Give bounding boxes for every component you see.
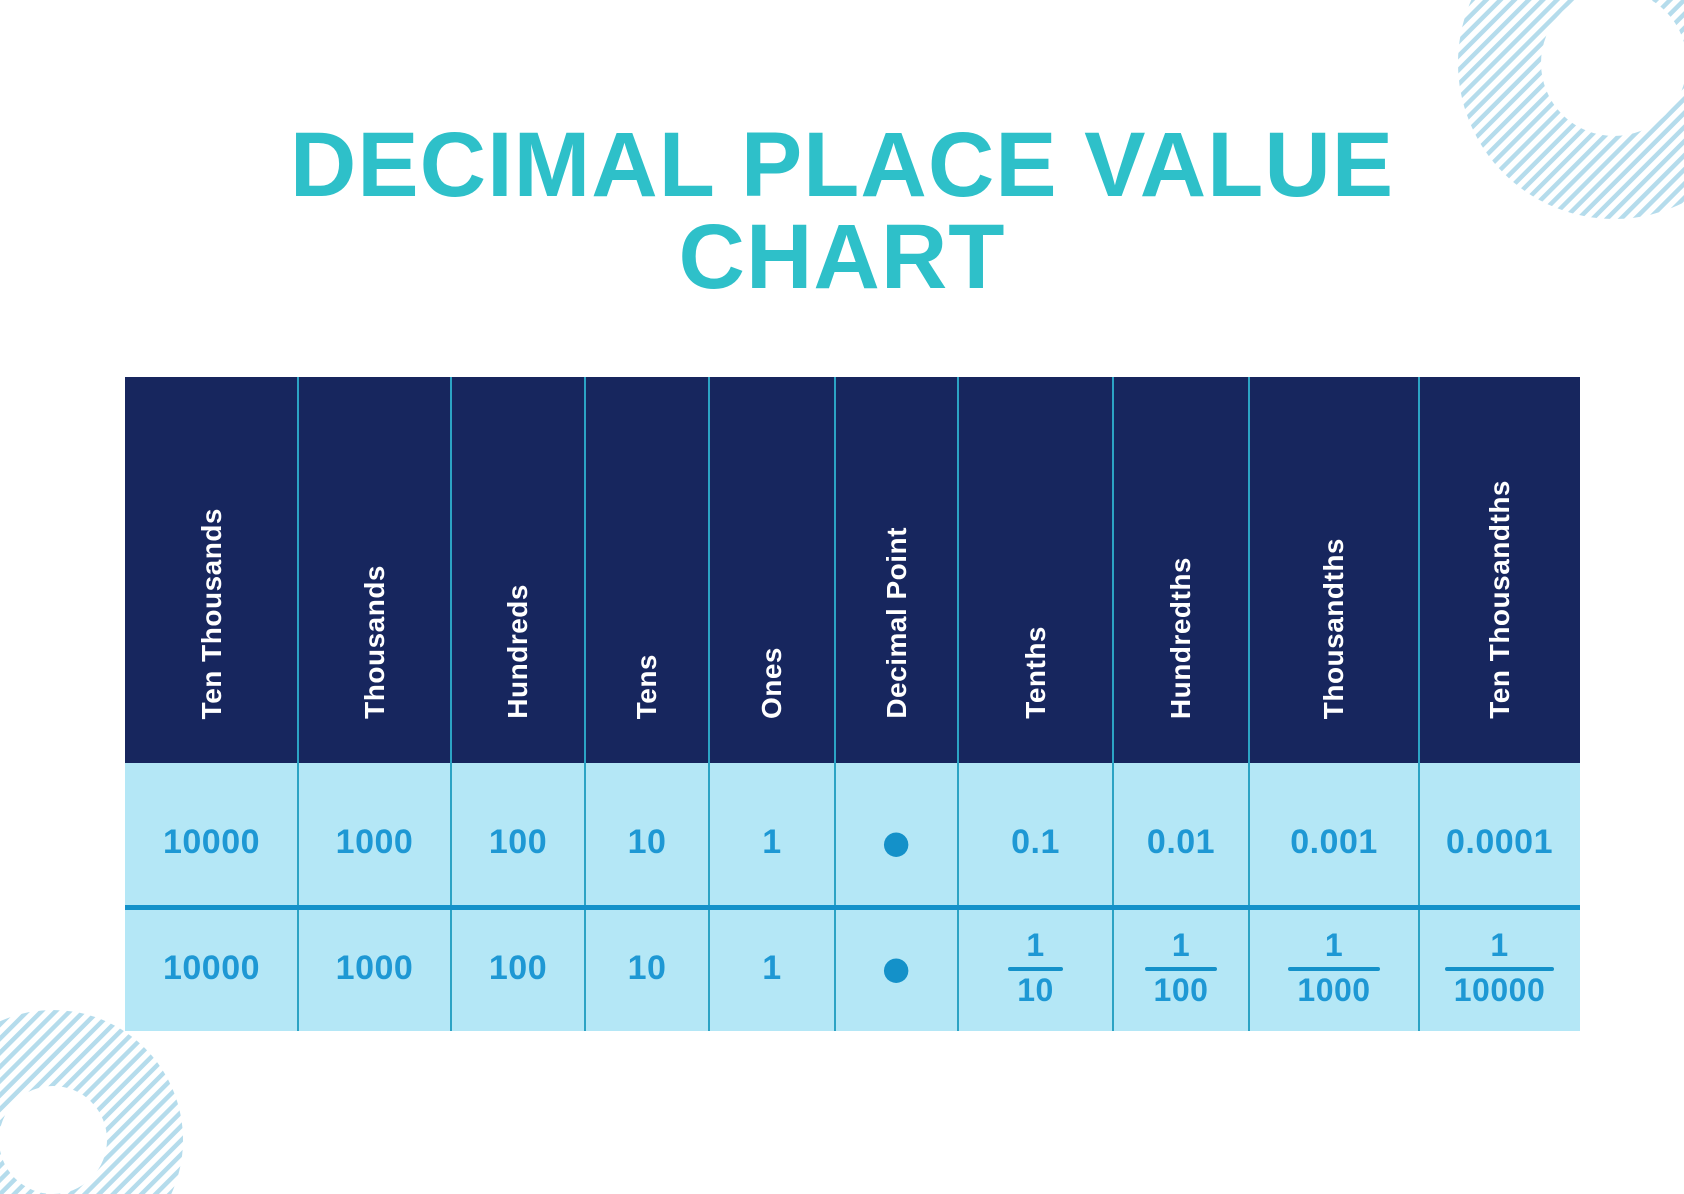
title-line-1: DECIMAL PLACE VALUE xyxy=(289,114,1395,216)
cell-row1-ones: 1 xyxy=(762,822,782,861)
column-divider-line xyxy=(297,377,299,1031)
decimal-point-dot: ● xyxy=(882,949,911,987)
title-line-2: CHART xyxy=(678,206,1006,308)
cell-row2-ten-thousands: 10000 xyxy=(162,948,261,987)
cell-row2-hundredths: 1 100 xyxy=(1113,905,1249,1031)
header-cell-tenths: Tenths xyxy=(958,377,1113,763)
fraction-one-ten-thousandth: 1 10000 xyxy=(1444,926,1555,1008)
decimal-point-dot: ● xyxy=(882,823,911,861)
header-label: Thousandths xyxy=(1318,537,1349,719)
cell-row2-tens: 10 xyxy=(627,948,667,987)
cell-row2-ten-thousandths: 1 10000 xyxy=(1419,905,1580,1031)
fraction-denominator: 10000 xyxy=(1453,971,1546,1008)
cell-row2-hundreds: 100 xyxy=(488,948,548,987)
header-label: Ten Thousandths xyxy=(1483,480,1515,719)
fraction-bar xyxy=(1288,966,1380,971)
column-divider-line xyxy=(1248,377,1250,1031)
fraction-bar xyxy=(1444,966,1555,971)
header-cell-tens: Tens xyxy=(585,377,709,763)
header-cell-decimal-point: Decimal Point xyxy=(835,377,958,763)
header-cell-ten-thousandths: Ten Thousandths xyxy=(1419,377,1580,763)
header-label: Tens xyxy=(631,653,662,719)
column-divider-line xyxy=(957,377,959,1031)
cell-row2-thousands: 1000 xyxy=(335,948,414,987)
cell-row2-ones: 1 xyxy=(762,948,782,987)
cell-row1-tens: 10 xyxy=(627,822,667,861)
cell-row1-ten-thousands: 10000 xyxy=(162,822,261,861)
fraction-one-tenth: 1 10 xyxy=(1008,926,1063,1008)
column-divider-line xyxy=(834,377,836,1031)
table-grid: Ten Thousands Thousands Hundreds Tens On… xyxy=(125,377,1580,1031)
page-title: DECIMAL PLACE VALUE CHART xyxy=(0,119,1684,303)
fraction-bar xyxy=(1008,966,1063,971)
header-cell-ones: Ones xyxy=(709,377,835,763)
fraction-one-hundredth: 1 100 xyxy=(1144,926,1218,1008)
cell-row2-thousandths: 1 1000 xyxy=(1249,905,1419,1031)
fraction-denominator: 100 xyxy=(1153,971,1209,1008)
cell-row1-decimal-point: ● xyxy=(835,763,958,905)
fraction-denominator: 10 xyxy=(1017,971,1054,1008)
column-divider-line xyxy=(1112,377,1114,1031)
header-label: Tenths xyxy=(1019,626,1051,719)
header-cell-ten-thousands: Ten Thousands xyxy=(125,377,298,763)
row-divider-line xyxy=(125,905,1580,910)
header-label: Ones xyxy=(756,646,787,719)
header-cell-thousands: Thousands xyxy=(298,377,451,763)
cell-row1-hundredths: 0.01 xyxy=(1146,822,1216,861)
column-divider-line xyxy=(450,377,452,1031)
cell-row1-tenths: 0.1 xyxy=(1011,822,1060,861)
column-divider-line xyxy=(1418,377,1420,1031)
cell-row1-thousandths: 0.001 xyxy=(1290,822,1378,861)
fraction-bar xyxy=(1144,966,1218,971)
header-cell-thousandths: Thousandths xyxy=(1249,377,1419,763)
fraction-denominator: 1000 xyxy=(1297,971,1371,1008)
header-label: Hundredths xyxy=(1165,556,1196,719)
column-divider-line xyxy=(708,377,710,1031)
table-body-background xyxy=(125,763,1580,1031)
cell-row2-tenths: 1 10 xyxy=(958,905,1113,1031)
cell-row1-ten-thousandths: 0.0001 xyxy=(1446,822,1553,861)
table-header-background xyxy=(125,377,1580,763)
header-label: Decimal Point xyxy=(880,527,912,719)
header-label: Ten Thousands xyxy=(195,507,227,719)
cell-row2-decimal-point: ● xyxy=(835,905,958,1031)
fraction-numerator: 1 xyxy=(1490,926,1509,963)
column-divider-line xyxy=(584,377,586,1031)
fraction-numerator: 1 xyxy=(1171,926,1191,963)
cell-row1-thousands: 1000 xyxy=(335,822,414,861)
cell-row1-hundreds: 100 xyxy=(488,822,548,861)
fraction-numerator: 1 xyxy=(1324,926,1344,963)
fraction-numerator: 1 xyxy=(1026,926,1045,963)
header-label: Thousands xyxy=(358,565,390,719)
fraction-one-thousandth: 1 1000 xyxy=(1288,926,1380,1008)
place-value-table: Ten Thousands Thousands Hundreds Tens On… xyxy=(125,377,1580,1031)
header-cell-hundredths: Hundredths xyxy=(1113,377,1249,763)
header-cell-hundreds: Hundreds xyxy=(451,377,585,763)
header-label: Hundreds xyxy=(502,584,533,719)
